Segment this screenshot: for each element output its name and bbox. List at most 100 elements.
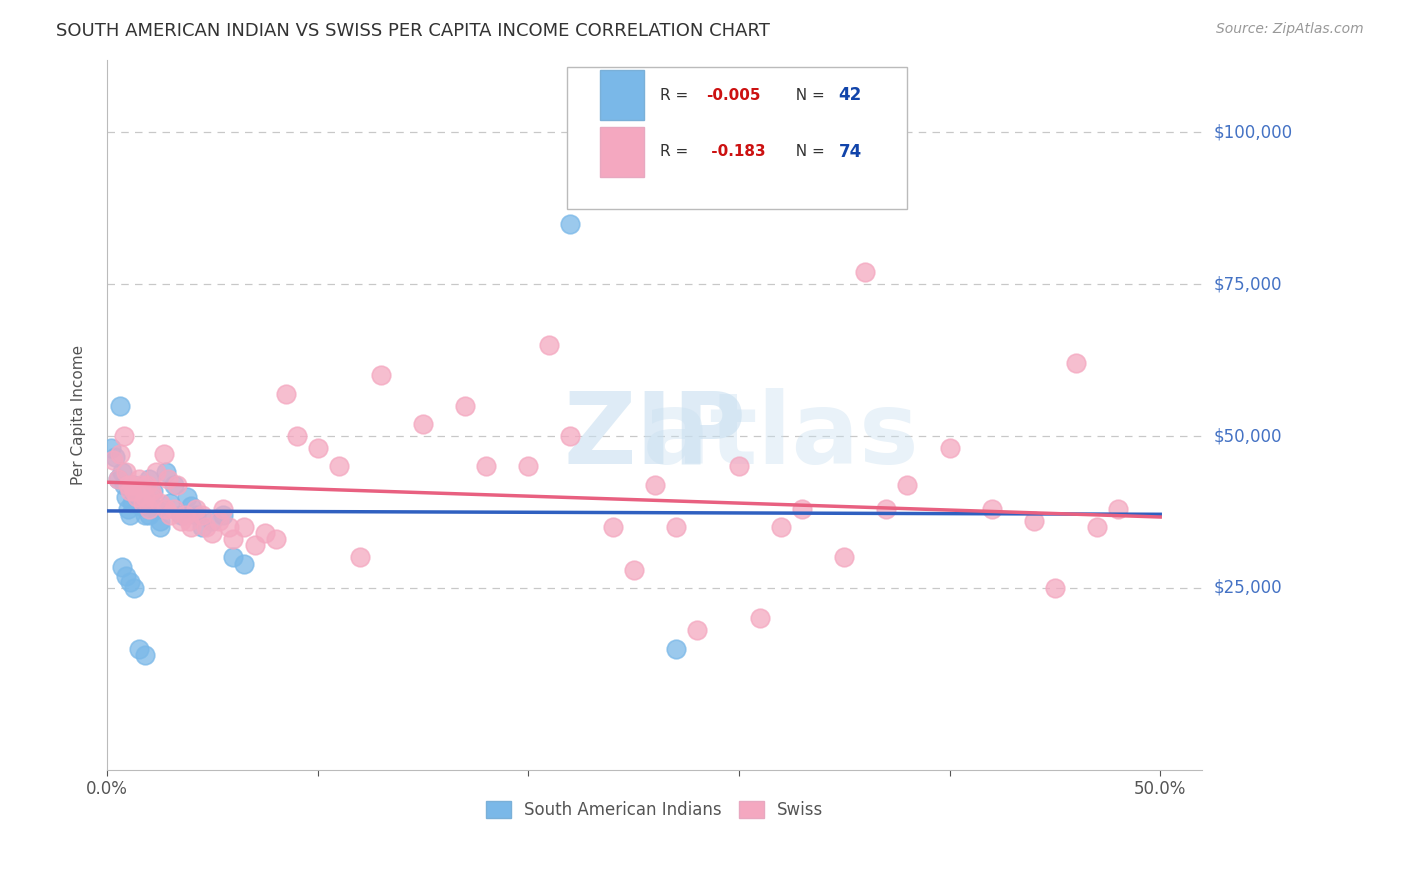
Point <box>349 550 371 565</box>
Text: R =: R = <box>661 145 693 160</box>
Point <box>104 450 127 465</box>
Point <box>191 520 214 534</box>
Point <box>233 520 256 534</box>
Point <box>120 574 142 589</box>
Point <box>128 490 150 504</box>
Point <box>201 526 224 541</box>
Point <box>184 502 207 516</box>
Text: -0.183: -0.183 <box>706 145 766 160</box>
Point <box>163 477 186 491</box>
Point <box>107 471 129 485</box>
Point <box>560 217 582 231</box>
Point <box>412 417 434 431</box>
Point <box>254 526 277 541</box>
Point <box>115 466 138 480</box>
Point <box>159 496 181 510</box>
Point <box>538 338 561 352</box>
FancyBboxPatch shape <box>600 70 644 120</box>
Point <box>853 265 876 279</box>
Point <box>117 502 139 516</box>
Point <box>770 520 793 534</box>
Point <box>875 502 897 516</box>
Point <box>149 520 172 534</box>
Point <box>686 624 709 638</box>
Point <box>179 514 201 528</box>
Point <box>792 502 814 516</box>
Text: $75,000: $75,000 <box>1213 276 1282 293</box>
Point <box>145 466 167 480</box>
Point <box>243 538 266 552</box>
Point <box>560 429 582 443</box>
Point <box>170 514 193 528</box>
Text: R =: R = <box>661 87 693 103</box>
Point <box>159 508 181 522</box>
Text: ZIP: ZIP <box>564 388 747 484</box>
Point <box>103 453 125 467</box>
Point <box>665 520 688 534</box>
Point <box>274 386 297 401</box>
Text: $100,000: $100,000 <box>1213 123 1292 142</box>
Point <box>125 490 148 504</box>
Point <box>111 559 134 574</box>
Point <box>115 490 138 504</box>
Point <box>155 466 177 480</box>
Point <box>222 533 245 547</box>
Point <box>218 520 240 534</box>
Point <box>141 483 163 498</box>
Point <box>149 496 172 510</box>
Point <box>328 459 350 474</box>
Point <box>108 399 131 413</box>
Point <box>111 466 134 480</box>
Point <box>1022 514 1045 528</box>
Point <box>115 568 138 582</box>
Point <box>170 508 193 522</box>
Point <box>174 508 197 522</box>
Text: $25,000: $25,000 <box>1213 579 1282 597</box>
Point <box>180 520 202 534</box>
Point <box>749 611 772 625</box>
Point <box>285 429 308 443</box>
Point <box>166 477 188 491</box>
Point <box>370 368 392 383</box>
Point <box>124 477 146 491</box>
Point <box>180 499 202 513</box>
Point <box>307 441 329 455</box>
FancyBboxPatch shape <box>567 67 907 209</box>
Point <box>132 496 155 510</box>
Point <box>176 490 198 504</box>
Text: N =: N = <box>786 87 830 103</box>
Point <box>602 520 624 534</box>
Point <box>623 563 645 577</box>
Point <box>475 459 498 474</box>
FancyBboxPatch shape <box>600 127 644 177</box>
Point <box>142 483 165 498</box>
Text: $50,000: $50,000 <box>1213 427 1282 445</box>
Point <box>107 471 129 485</box>
Point <box>112 477 135 491</box>
Point <box>124 483 146 498</box>
Point <box>191 508 214 522</box>
Point <box>665 641 688 656</box>
Point <box>938 441 960 455</box>
Point <box>136 496 159 510</box>
Text: atlas: atlas <box>643 388 920 484</box>
Point <box>124 581 146 595</box>
Point <box>138 502 160 516</box>
Y-axis label: Per Capita Income: Per Capita Income <box>72 344 86 485</box>
Point <box>980 502 1002 516</box>
Point <box>120 508 142 522</box>
Point <box>454 399 477 413</box>
Point <box>153 447 176 461</box>
Legend: South American Indians, Swiss: South American Indians, Swiss <box>479 794 830 826</box>
Point <box>832 550 855 565</box>
Text: 42: 42 <box>839 87 862 104</box>
Text: Source: ZipAtlas.com: Source: ZipAtlas.com <box>1216 22 1364 37</box>
Text: 74: 74 <box>839 143 862 161</box>
Point <box>1043 581 1066 595</box>
Point <box>896 477 918 491</box>
Text: SOUTH AMERICAN INDIAN VS SWISS PER CAPITA INCOME CORRELATION CHART: SOUTH AMERICAN INDIAN VS SWISS PER CAPIT… <box>56 22 770 40</box>
Point <box>1107 502 1129 516</box>
Point <box>108 447 131 461</box>
Point <box>129 477 152 491</box>
Point <box>136 477 159 491</box>
